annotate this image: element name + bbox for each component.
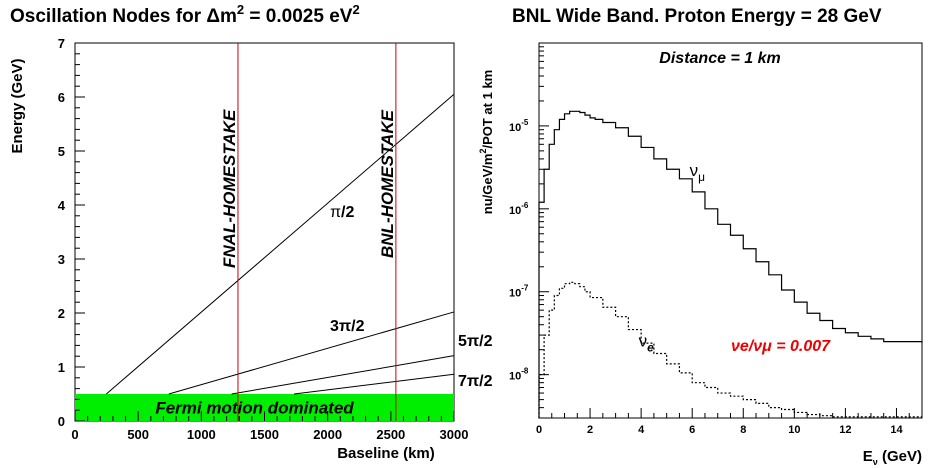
left-y-tick-label: 6 (58, 90, 65, 105)
right-y-tick-label: 10-8 (509, 367, 529, 383)
vline-label-fnal-homestake: FNAL-HOMESTAKE (220, 109, 239, 268)
node-line-5pi-over-2 (231, 355, 455, 395)
left-y-axis-label: Energy (GeV) (9, 58, 26, 153)
right-x-tick-label: 12 (839, 424, 851, 436)
node-label-7pi-over-2: 7π/2 (458, 373, 493, 390)
flux-ratio-label: νe/νμ = 0.007 (731, 338, 831, 355)
left-x-tick-label: 0 (71, 427, 78, 442)
fermi-motion-label: Fermi motion dominated (155, 399, 354, 418)
left-chart: Fermi motion dominated π/2 3π/2 5π/2 7π/2 F… (9, 36, 493, 462)
left-x-tick-label: 1000 (187, 427, 216, 442)
left-y-tick-label: 3 (58, 252, 65, 267)
right-x-axis-label: Eν (GeV) (863, 448, 922, 467)
right-x-tick-label: 2 (587, 424, 593, 436)
right-y-tick-label: 10-7 (509, 284, 529, 300)
left-x-tick-label: 1500 (250, 427, 279, 442)
numu-flux-curve (538, 110, 923, 418)
left-x-tick-label: 2500 (376, 427, 405, 442)
right-y-tick-label: 10-5 (509, 118, 529, 134)
left-plot-frame (74, 42, 455, 422)
left-y-tick-label: 1 (58, 360, 65, 375)
left-y-tick-label: 0 (58, 414, 65, 429)
node-label-3pi-over-2: 3π/2 (330, 318, 365, 335)
right-chart: Distance = 1 km 0 2 4 6 8 10 12 14 10-5 10-6 10-7 1… (478, 42, 923, 467)
node-label-1pi-over-2: π/2 (330, 204, 354, 221)
left-x-tick-label: 3000 (440, 427, 469, 442)
numu-curve-label: νμ (690, 161, 706, 184)
right-x-tick-label: 10 (788, 424, 800, 436)
right-y-axis-label: nu/GeV/m2/POT at 1 km (478, 70, 495, 214)
distance-annotation: Distance = 1 km (659, 50, 780, 67)
left-x-tick-label: 2000 (313, 427, 342, 442)
left-x-axis-label: Baseline (km) (337, 445, 435, 462)
left-y-tick-label: 7 (58, 36, 65, 51)
node-line-3pi-over-2 (168, 311, 455, 395)
left-x-tick-label: 500 (127, 427, 149, 442)
right-x-tick-label: 4 (638, 424, 645, 436)
left-y-tick-label: 4 (58, 198, 66, 213)
right-chart-title: BNL Wide Band. Proton Energy = 28 GeV (512, 6, 882, 27)
node-line-7pi-over-2 (294, 373, 455, 395)
left-chart-title: Oscillation Nodes for Δm2 = 0.0025 eV2 (10, 2, 360, 27)
left-y-tick-label: 5 (58, 144, 65, 159)
right-x-tick-label: 0 (536, 424, 542, 436)
right-y-tick-label: 10-6 (509, 201, 529, 217)
nue-curve-label: νe (639, 331, 655, 354)
node-label-5pi-over-2: 5π/2 (458, 333, 493, 350)
node-line-1pi-over-2 (105, 93, 455, 395)
vline-label-bnl-homestake: BNL-HOMESTAKE (378, 109, 397, 258)
right-x-tick-label: 8 (740, 424, 746, 436)
left-y-tick-label: 2 (58, 306, 65, 321)
right-x-tick-label: 6 (689, 424, 695, 436)
right-x-tick-label: 14 (890, 424, 903, 436)
